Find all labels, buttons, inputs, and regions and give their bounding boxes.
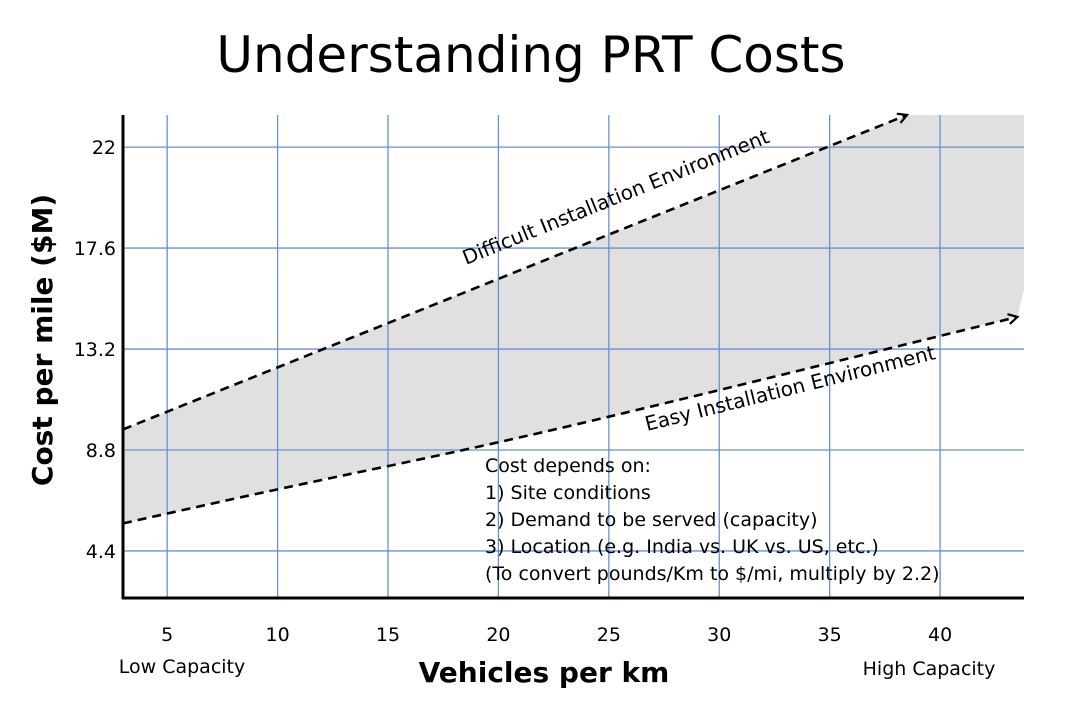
cost-range-band [123,115,1024,524]
easy-installation-line [122,317,1017,525]
x-tick-label: 5 [161,624,173,646]
cost-factors-note: Cost depends on: 1) Site conditions 2) D… [485,455,940,585]
x-tick-label: 15 [376,624,400,646]
y-tick-label: 22 [92,137,116,159]
note-item-2: 2) Demand to be served (capacity) [485,509,818,531]
chart-title: Understanding PRT Costs [216,26,845,84]
note-item-4: (To convert pounds/Km to $/mi, multiply … [485,563,940,585]
x-tick-label: 25 [597,624,621,646]
x-tick-label: 10 [265,624,289,646]
y-axis-label: Cost per mile ($M) [26,194,59,486]
note-item-3: 3) Location (e.g. India vs. UK vs. US, e… [485,536,879,558]
x-axis-label: Vehicles per km [419,656,670,689]
note-heading: Cost depends on: [485,455,651,477]
x-tick-labels: 5 10 15 20 25 30 35 40 [161,624,952,646]
x-tick-label: 35 [818,624,842,646]
vertical-gridlines [166,115,941,598]
x-tick-label: 20 [486,624,510,646]
low-capacity-label: Low Capacity [119,656,246,678]
x-tick-label: 40 [928,624,952,646]
y-tick-label: 8.8 [86,440,116,462]
note-item-1: 1) Site conditions [485,482,651,504]
y-tick-label: 4.4 [86,541,116,563]
y-tick-labels: 4.4 8.8 13.2 17.6 22 [74,137,116,563]
y-tick-label: 13.2 [74,339,116,361]
x-tick-label: 30 [707,624,731,646]
high-capacity-label: High Capacity [863,658,996,680]
y-tick-label: 17.6 [74,238,116,260]
difficult-installation-line [122,115,907,431]
